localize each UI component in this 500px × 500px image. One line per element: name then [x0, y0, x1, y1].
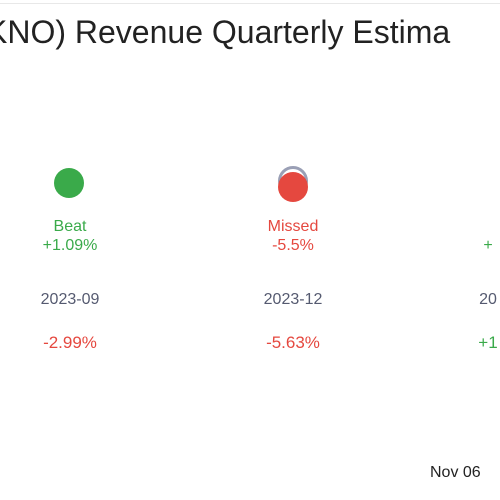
quarter-1-dot: [54, 168, 84, 198]
chart-title: KNO) Revenue Quarterly Estima: [0, 14, 451, 50]
quarter-3-period: 20: [479, 291, 497, 308]
quarter-2-change: -5.63%: [266, 333, 320, 352]
top-divider: [0, 3, 500, 4]
quarter-2-dot: [278, 172, 308, 202]
quarter-2-period: 2023-12: [263, 291, 323, 308]
quarter-2-surprise: -5.5%: [272, 237, 314, 254]
quarter-3-surprise: +: [483, 237, 493, 254]
quarter-1-change: -2.99%: [43, 333, 97, 352]
quarter-1-period: 2023-09: [40, 291, 100, 308]
footer-date: Nov 06: [430, 464, 481, 481]
quarter-3-change: +1: [478, 333, 498, 352]
quarter-1-status: Beat: [53, 218, 87, 235]
quarter-1-surprise: +1.09%: [42, 237, 98, 254]
quarter-2-status: Missed: [267, 218, 319, 235]
